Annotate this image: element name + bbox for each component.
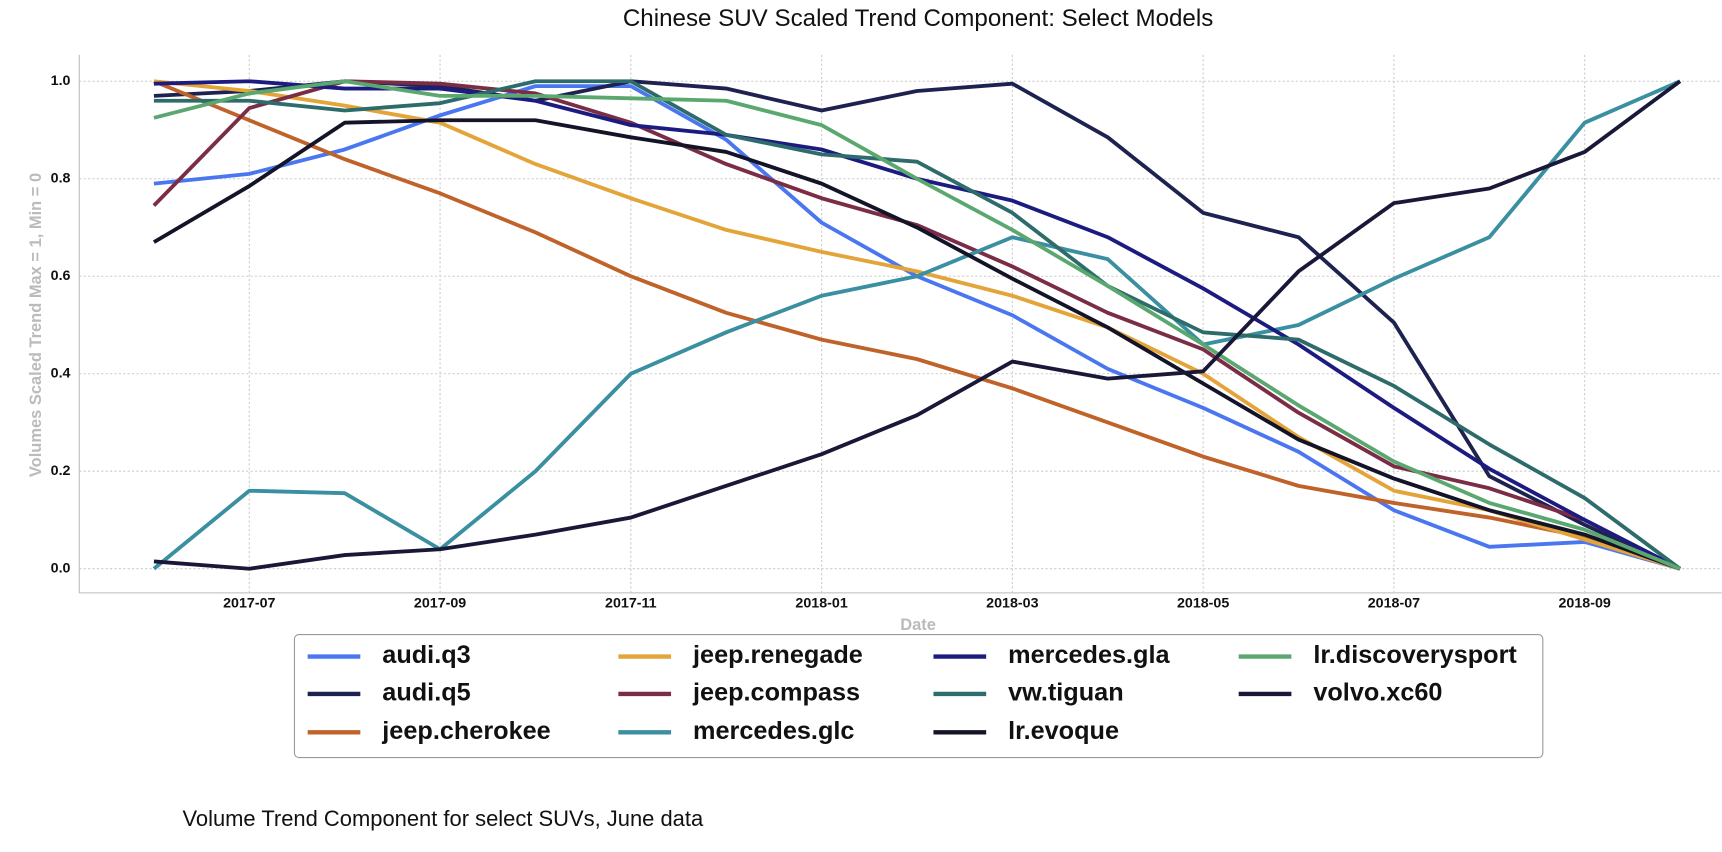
x-tick-label: 2018-03	[986, 596, 1038, 612]
x-tick-label: 2018-01	[795, 596, 847, 612]
y-tick-label: 0.6	[51, 268, 71, 284]
legend-label: volvo.xc60	[1313, 679, 1442, 707]
y-tick-label: 0.4	[51, 366, 71, 382]
legend-label: vw.tiguan	[1008, 679, 1124, 707]
legend-label: mercedes.gla	[1008, 641, 1170, 669]
y-tick-label: 0.0	[51, 560, 71, 576]
x-tick-label: 2017-07	[223, 596, 275, 612]
caption: Volume Trend Component for select SUVs, …	[182, 806, 703, 831]
chart-title: Chinese SUV Scaled Trend Component: Sele…	[623, 5, 1213, 32]
series-line	[153, 79, 1682, 571]
series-line	[152, 118, 1681, 571]
x-tick-label: 2017-11	[605, 596, 657, 612]
x-tick-label: 2018-07	[1368, 596, 1420, 612]
x-tick-label: 2018-09	[1558, 596, 1610, 612]
x-tick-label: 2018-05	[1177, 596, 1229, 612]
legend-label: lr.discoverysport	[1313, 641, 1517, 669]
legend	[293, 634, 1544, 759]
y-tick-label: 1.0	[51, 73, 71, 89]
y-tick-label: 0.8	[51, 171, 71, 187]
series-line	[153, 79, 1681, 571]
legend-label: lr.evoque	[1008, 717, 1119, 745]
series-line	[153, 79, 1682, 571]
legend-label: jeep.cherokee	[381, 717, 550, 745]
x-axis-label: Date	[900, 616, 936, 634]
legend-label: mercedes.glc	[693, 717, 854, 745]
series-line	[152, 79, 1681, 571]
legend-label: audi.q5	[382, 679, 470, 707]
x-tick-label: 2017-09	[414, 596, 466, 612]
legend-label: jeep.compass	[692, 679, 860, 707]
y-tick-label: 0.2	[51, 463, 71, 479]
y-axis-label: Volumes Scaled Trend Max = 1, Min = 0	[27, 173, 45, 477]
legend-label: audi.q3	[382, 641, 470, 669]
series-line	[153, 79, 1681, 571]
series-line	[153, 79, 1681, 571]
legend-label: jeep.renegade	[692, 641, 863, 669]
